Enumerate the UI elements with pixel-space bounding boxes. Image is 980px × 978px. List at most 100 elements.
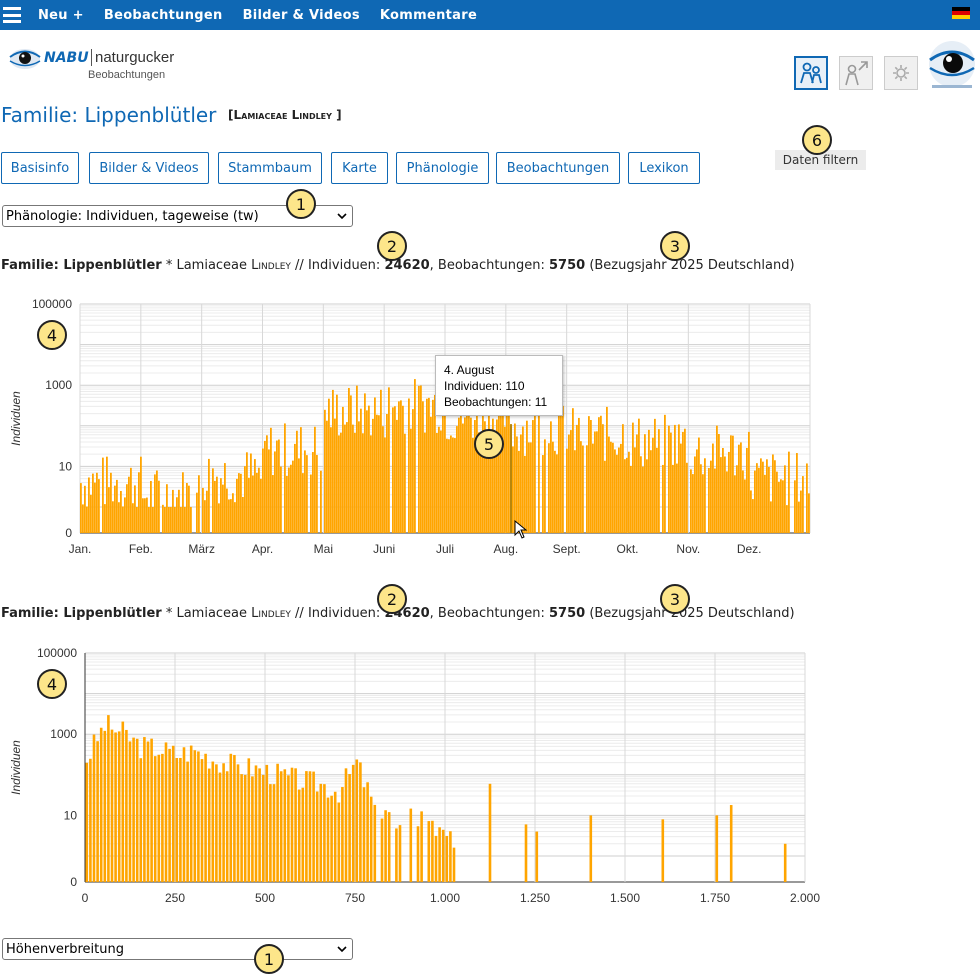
chart-bar bbox=[341, 787, 344, 882]
chart-bar bbox=[445, 835, 449, 882]
naturgucker-app-logo[interactable] bbox=[926, 40, 978, 92]
chart-bar bbox=[262, 448, 264, 533]
chart-bar bbox=[86, 506, 88, 533]
chart-bar bbox=[384, 810, 387, 882]
chart-bar bbox=[330, 427, 332, 533]
chart-bar bbox=[148, 507, 150, 533]
chart-bar bbox=[89, 758, 92, 882]
logo-brand: NABU bbox=[44, 50, 89, 66]
chart-bar bbox=[560, 402, 562, 533]
chart-bar bbox=[369, 796, 373, 882]
chart-bar bbox=[680, 443, 682, 533]
chart-bar bbox=[602, 424, 604, 533]
chart-bar bbox=[636, 434, 638, 533]
stats-latin-genus: Lamiaceae bbox=[176, 606, 252, 621]
chart-bar bbox=[782, 480, 784, 533]
chart-bar bbox=[348, 388, 350, 533]
altitude-chart[interactable]: 100000 1000 10 0 Individuen 0 250 500 750 1.000 1.… bbox=[0, 640, 830, 915]
chart-bar bbox=[312, 452, 314, 533]
chart-bar bbox=[362, 433, 364, 533]
chart-bar bbox=[702, 474, 704, 533]
chart-bar bbox=[556, 454, 558, 533]
chart-bar bbox=[766, 459, 768, 533]
chart-bar bbox=[265, 764, 269, 882]
chart-bar bbox=[279, 771, 283, 882]
stats-star: * bbox=[161, 606, 177, 621]
chart-bar bbox=[416, 826, 420, 882]
chart-bar bbox=[254, 765, 258, 882]
people-icon bbox=[800, 62, 822, 84]
altitude-select[interactable]: Höhenverbreitung bbox=[2, 938, 353, 960]
chart-bar bbox=[778, 481, 780, 533]
nav-item-kommentare[interactable]: Kommentare bbox=[379, 7, 478, 23]
chart-bar bbox=[478, 432, 480, 533]
annotation-badge-2: 2 bbox=[377, 584, 407, 614]
tab-stammbaum[interactable]: Stammbaum bbox=[218, 152, 322, 184]
chart-bar bbox=[730, 435, 732, 533]
chevron-down-icon bbox=[337, 946, 347, 953]
chart-bar bbox=[230, 499, 232, 533]
chart-bar bbox=[360, 408, 362, 533]
x-tick-label: Apr. bbox=[252, 542, 273, 556]
chart-bar bbox=[796, 453, 798, 533]
people-button[interactable] bbox=[794, 56, 828, 90]
tab-bilder-videos[interactable]: Bilder & Videos bbox=[89, 152, 209, 184]
chart-bar bbox=[441, 829, 445, 882]
chart-bar bbox=[150, 480, 152, 533]
chart-bar bbox=[352, 424, 354, 533]
phenology-mode-select[interactable]: Phänologie: Individuen, tageweise (tw) bbox=[2, 205, 353, 227]
settings-button[interactable] bbox=[884, 56, 918, 90]
nav-item-beobachtungen[interactable]: Beobachtungen bbox=[103, 7, 223, 23]
chart-bar bbox=[756, 463, 758, 533]
stats-line-bottom: Familie: Lippenblütler * Lamiaceae Lindl… bbox=[1, 606, 795, 621]
chart-bar bbox=[432, 399, 434, 533]
nav-item-new[interactable]: Neu + bbox=[38, 7, 84, 23]
stats-individuals-label: // Individuen: bbox=[290, 606, 385, 621]
phenology-chart[interactable]: 100000 1000 10 0 Individuen Jan. Feb. März Apr. M… bbox=[0, 290, 830, 565]
filter-data-button[interactable]: Daten filtern bbox=[775, 150, 866, 170]
chart-bar bbox=[110, 729, 114, 882]
nabu-naturgucker-logo[interactable]: NABU naturgucker Beobachtungen bbox=[8, 42, 188, 88]
share-person-button[interactable] bbox=[839, 56, 873, 90]
chart-bar bbox=[80, 483, 82, 533]
chart-bar bbox=[472, 437, 474, 533]
chart-bar bbox=[305, 771, 308, 882]
chart-bar bbox=[106, 456, 108, 533]
tab-beobachtungen[interactable]: Beobachtungen bbox=[496, 152, 620, 184]
chart-bar bbox=[136, 507, 138, 533]
stats-star: * bbox=[161, 258, 177, 273]
chart-bar bbox=[788, 451, 790, 533]
chart-bar bbox=[704, 458, 706, 533]
tab-phaenologie[interactable]: Phänologie bbox=[396, 152, 489, 184]
german-flag-icon[interactable] bbox=[952, 7, 970, 19]
chart-bar bbox=[554, 450, 556, 533]
chart-bar bbox=[348, 774, 351, 882]
chart-bar bbox=[456, 426, 458, 533]
menu-icon[interactable] bbox=[3, 7, 21, 23]
x-tick-label: 0 bbox=[82, 891, 89, 905]
y-axis-label: Individuen bbox=[9, 391, 23, 446]
chart-bar bbox=[296, 430, 298, 533]
chart-bar bbox=[434, 394, 436, 533]
tab-karte[interactable]: Karte bbox=[331, 152, 388, 184]
nav-item-bilder-videos[interactable]: Bilder & Videos bbox=[242, 7, 360, 23]
chart-bar bbox=[351, 764, 355, 882]
tab-basisinfo[interactable]: Basisinfo bbox=[1, 152, 79, 184]
chart-bar bbox=[694, 456, 696, 533]
chart-bar bbox=[661, 819, 665, 882]
chart-bar bbox=[154, 474, 156, 533]
chart-bar bbox=[520, 434, 522, 533]
chart-bar bbox=[444, 403, 446, 533]
chart-bar bbox=[774, 460, 776, 533]
chart-bar bbox=[656, 447, 658, 533]
tab-lexikon[interactable]: Lexikon bbox=[628, 152, 700, 184]
chart-bar bbox=[596, 431, 598, 533]
chart-bar bbox=[690, 469, 692, 533]
chart-bar bbox=[762, 461, 764, 533]
chart-bar bbox=[376, 414, 378, 533]
chart-bar bbox=[126, 484, 128, 533]
chart-bar bbox=[85, 762, 89, 882]
chart-bar bbox=[786, 505, 788, 533]
chart-bar bbox=[264, 440, 266, 533]
chart-bar bbox=[174, 507, 176, 533]
